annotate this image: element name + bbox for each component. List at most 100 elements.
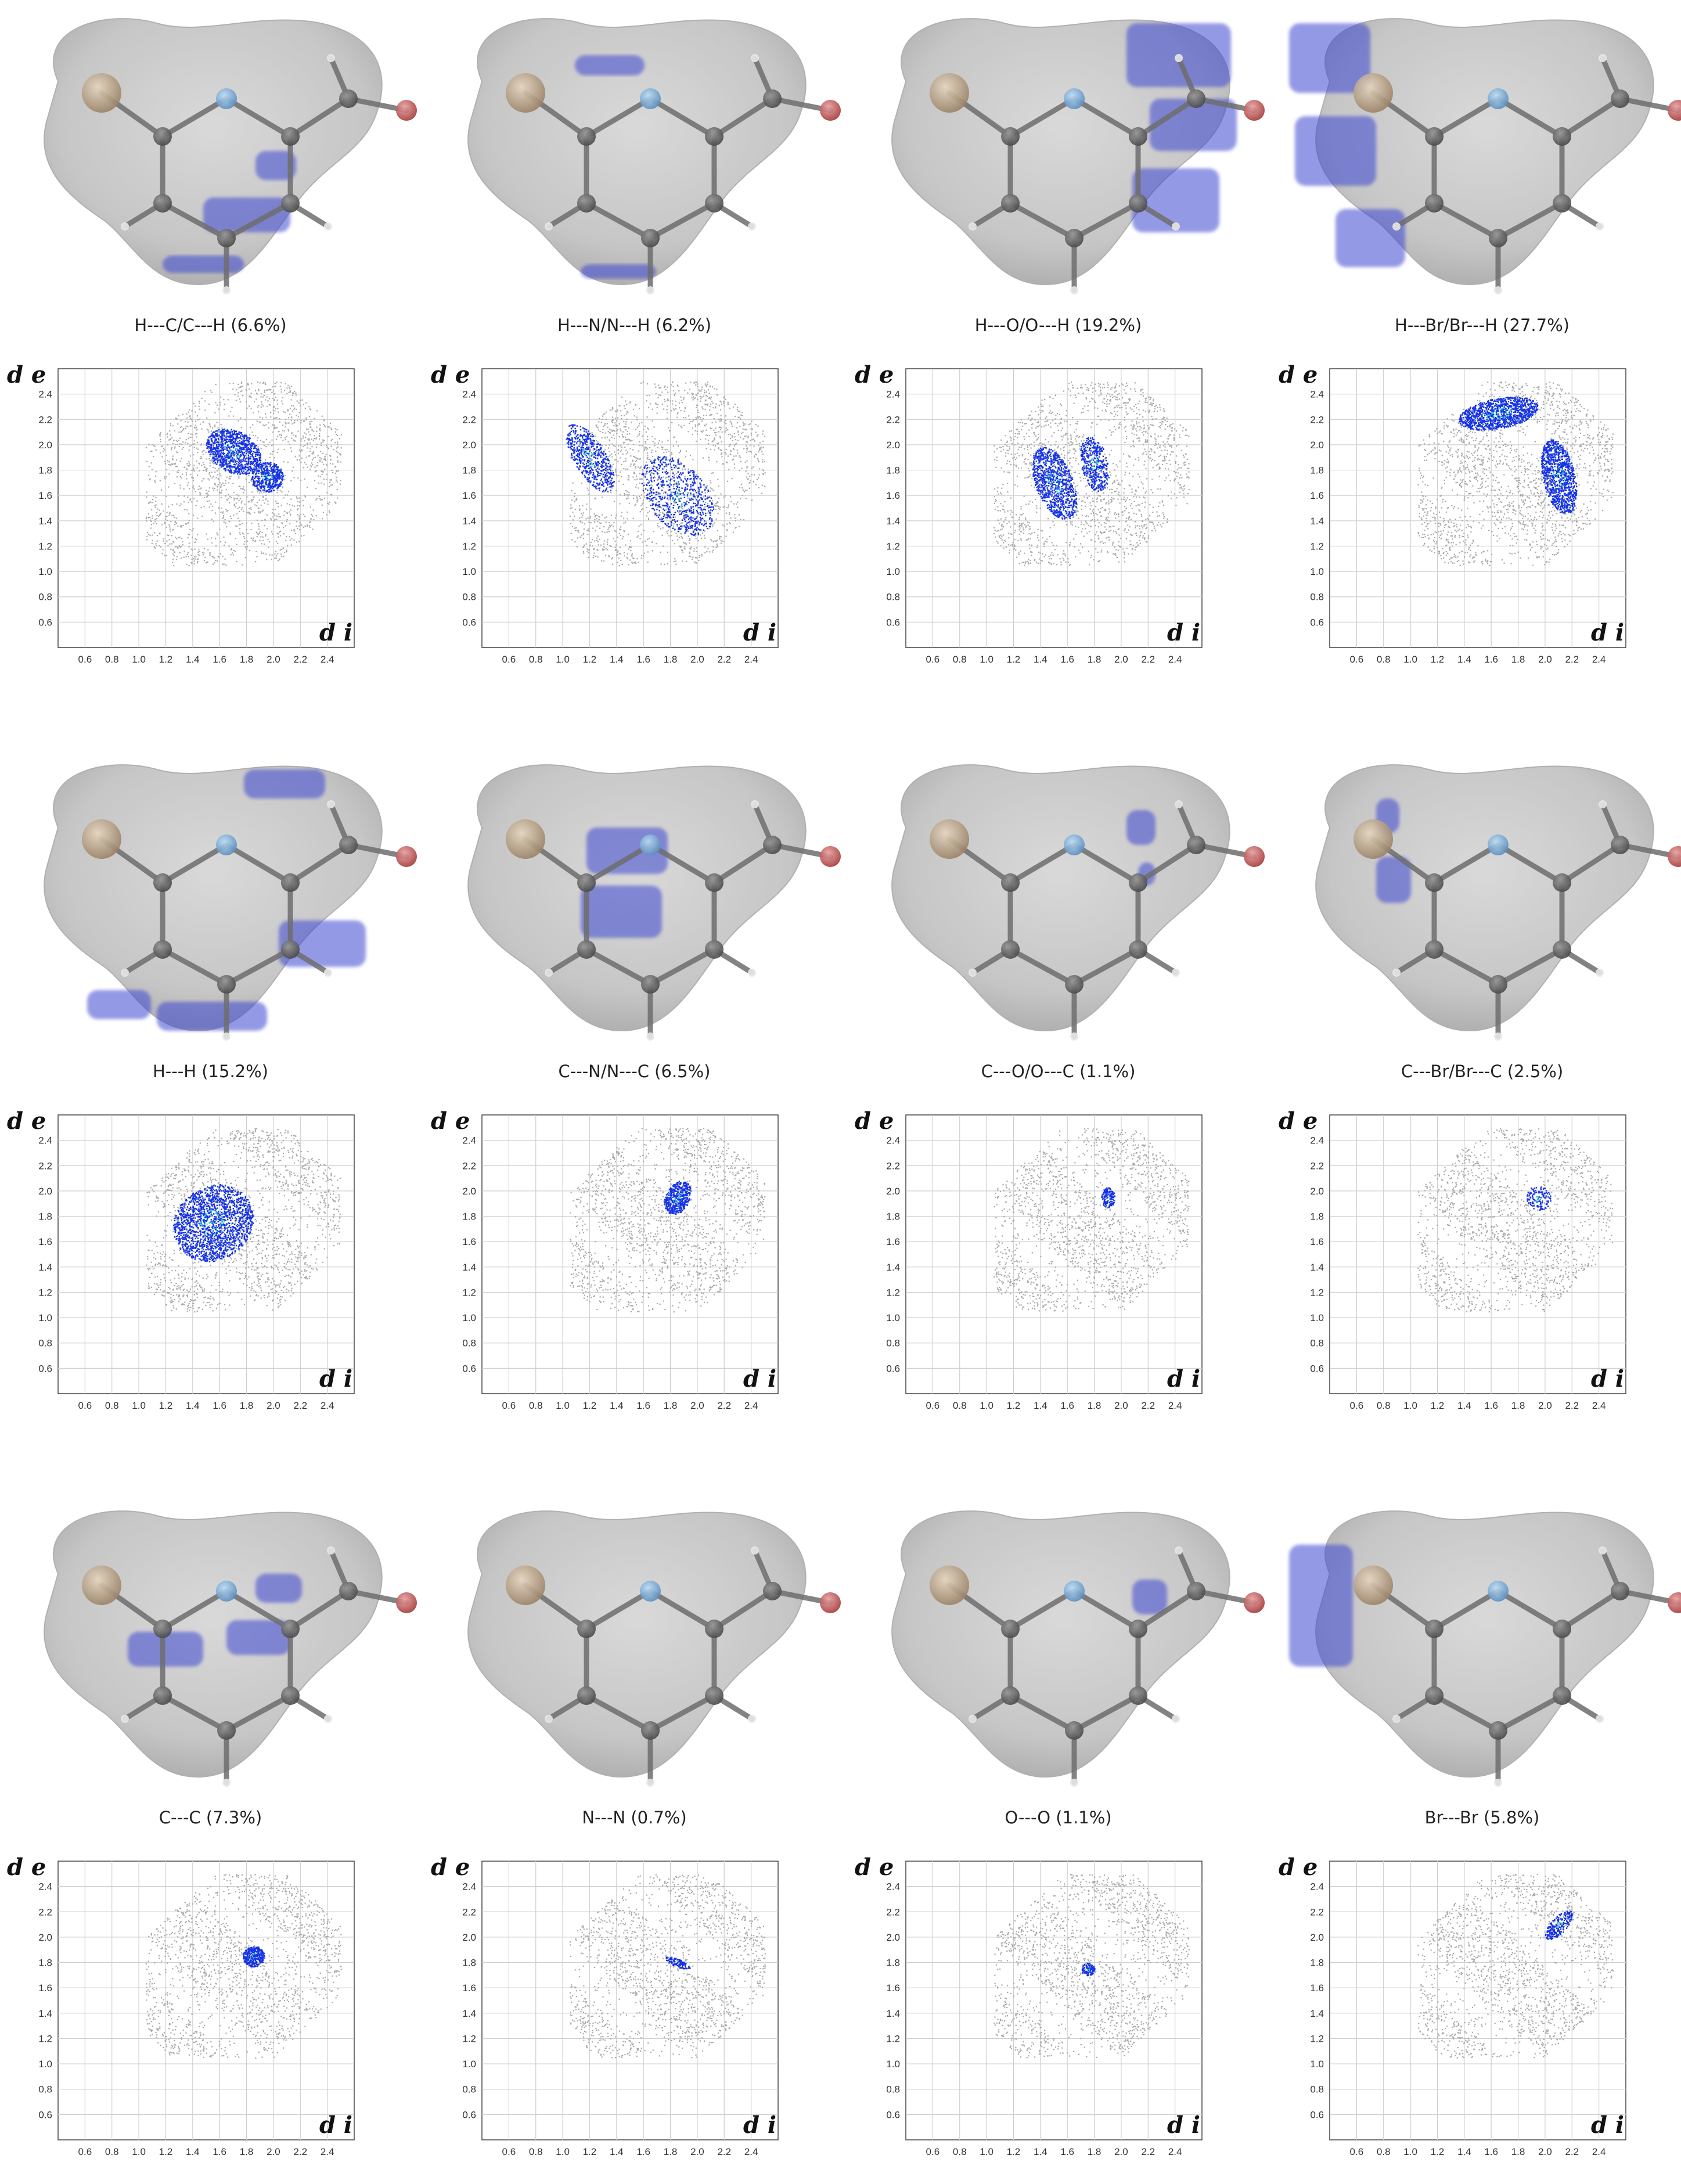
fingerprint-point xyxy=(701,554,702,555)
fingerprint-point xyxy=(687,530,689,531)
fingerprint-point xyxy=(243,443,244,444)
fingerprint-point xyxy=(327,503,328,504)
fingerprint-point xyxy=(222,430,224,431)
fingerprint-point xyxy=(260,455,261,456)
fingerprint-point xyxy=(217,422,218,423)
fingerprint-point xyxy=(220,454,221,455)
fingerprint-point xyxy=(225,564,226,566)
fingerprint-point xyxy=(255,435,256,436)
fingerprint-point xyxy=(191,555,192,556)
fingerprint-point xyxy=(171,448,172,449)
fingerprint-point xyxy=(172,541,174,542)
fingerprint-point xyxy=(316,426,317,427)
fingerprint-point xyxy=(193,558,194,559)
fingerprint-point xyxy=(188,465,189,466)
fingerprint-point xyxy=(232,388,233,390)
fingerprint-point xyxy=(725,535,726,537)
fingerprint-point xyxy=(236,431,237,432)
fingerprint-point xyxy=(274,399,275,400)
fingerprint-point xyxy=(179,505,181,506)
fingerprint-point xyxy=(216,444,217,445)
fingerprint-point xyxy=(194,560,195,562)
fingerprint-point xyxy=(217,454,218,455)
fingerprint-point xyxy=(246,446,247,447)
fingerprint-point xyxy=(214,452,215,454)
fingerprint-point xyxy=(690,521,692,523)
fingerprint-point xyxy=(180,427,181,428)
fingerprint-point xyxy=(635,429,636,430)
fingerprint-point xyxy=(689,542,690,544)
fingerprint-point xyxy=(269,470,270,471)
fingerprint-point xyxy=(298,402,300,404)
fingerprint-point xyxy=(744,423,746,424)
fingerprint-point xyxy=(253,459,254,460)
fingerprint-point xyxy=(160,439,161,440)
fingerprint-point xyxy=(679,524,680,525)
fingerprint-point xyxy=(225,446,226,447)
fingerprint-point xyxy=(257,470,258,472)
fingerprint-point xyxy=(237,508,239,509)
fingerprint-point xyxy=(257,502,258,503)
fingerprint-point xyxy=(225,523,226,524)
fingerprint-point xyxy=(208,404,210,405)
fingerprint-point xyxy=(718,485,719,487)
fingerprint-point xyxy=(706,391,707,393)
fingerprint-point xyxy=(299,449,300,451)
fingerprint-point xyxy=(284,478,285,480)
fingerprint-point xyxy=(625,423,627,424)
fingerprint-point xyxy=(160,434,161,435)
fingerprint-point xyxy=(280,535,281,536)
fingerprint-point xyxy=(183,447,184,448)
fingerprint-point xyxy=(215,430,216,431)
fingerprint-point xyxy=(228,470,229,471)
fingerprint-point xyxy=(657,479,658,480)
fingerprint-point xyxy=(222,512,224,513)
fingerprint-point xyxy=(210,476,211,477)
fingerprint-point xyxy=(249,405,250,406)
fingerprint-point xyxy=(265,466,266,467)
fingerprint-point xyxy=(208,443,209,444)
fingerprint-point xyxy=(705,383,706,384)
fingerprint-point xyxy=(297,501,298,502)
fingerprint-point xyxy=(219,492,220,493)
fingerprint-point xyxy=(329,512,330,513)
fingerprint-point xyxy=(267,484,268,485)
fingerprint-point xyxy=(276,484,278,485)
fingerprint-point xyxy=(244,452,245,453)
fingerprint-plot-area xyxy=(58,369,354,647)
fingerprint-point xyxy=(232,461,233,462)
fingerprint-point xyxy=(694,430,696,431)
fingerprint-point xyxy=(274,470,275,471)
fingerprint-point xyxy=(165,555,167,556)
fingerprint-point xyxy=(219,459,221,460)
fingerprint-point xyxy=(319,498,321,499)
fingerprint-point xyxy=(209,479,210,480)
fingerprint-point xyxy=(262,481,264,483)
bromine-atom xyxy=(82,73,121,113)
fingerprint-point xyxy=(642,508,643,509)
fingerprint-point xyxy=(615,426,617,427)
fingerprint-point xyxy=(207,539,208,540)
fingerprint-point xyxy=(223,447,224,448)
fingerprint-point xyxy=(664,399,665,400)
fingerprint-point xyxy=(611,444,613,445)
fingerprint-point xyxy=(247,437,248,438)
fingerprint-point xyxy=(222,447,223,448)
fingerprint-point xyxy=(303,404,304,405)
fingerprint-point xyxy=(251,461,253,462)
fingerprint-point xyxy=(251,393,252,394)
fingerprint-point xyxy=(186,413,187,415)
fingerprint-point xyxy=(685,512,686,513)
fingerprint-point xyxy=(304,526,305,527)
fingerprint-point xyxy=(257,536,258,537)
fingerprint-point xyxy=(272,509,273,510)
fingerprint-point xyxy=(277,480,278,481)
fingerprint-point xyxy=(251,501,252,502)
fingerprint-point xyxy=(185,442,186,443)
fingerprint-point xyxy=(204,467,206,468)
fingerprint-point xyxy=(261,486,262,487)
fingerprint-point xyxy=(265,534,267,535)
fingerprint-point xyxy=(298,416,299,417)
fingerprint-point xyxy=(309,442,311,444)
fingerprint-point xyxy=(319,430,321,431)
